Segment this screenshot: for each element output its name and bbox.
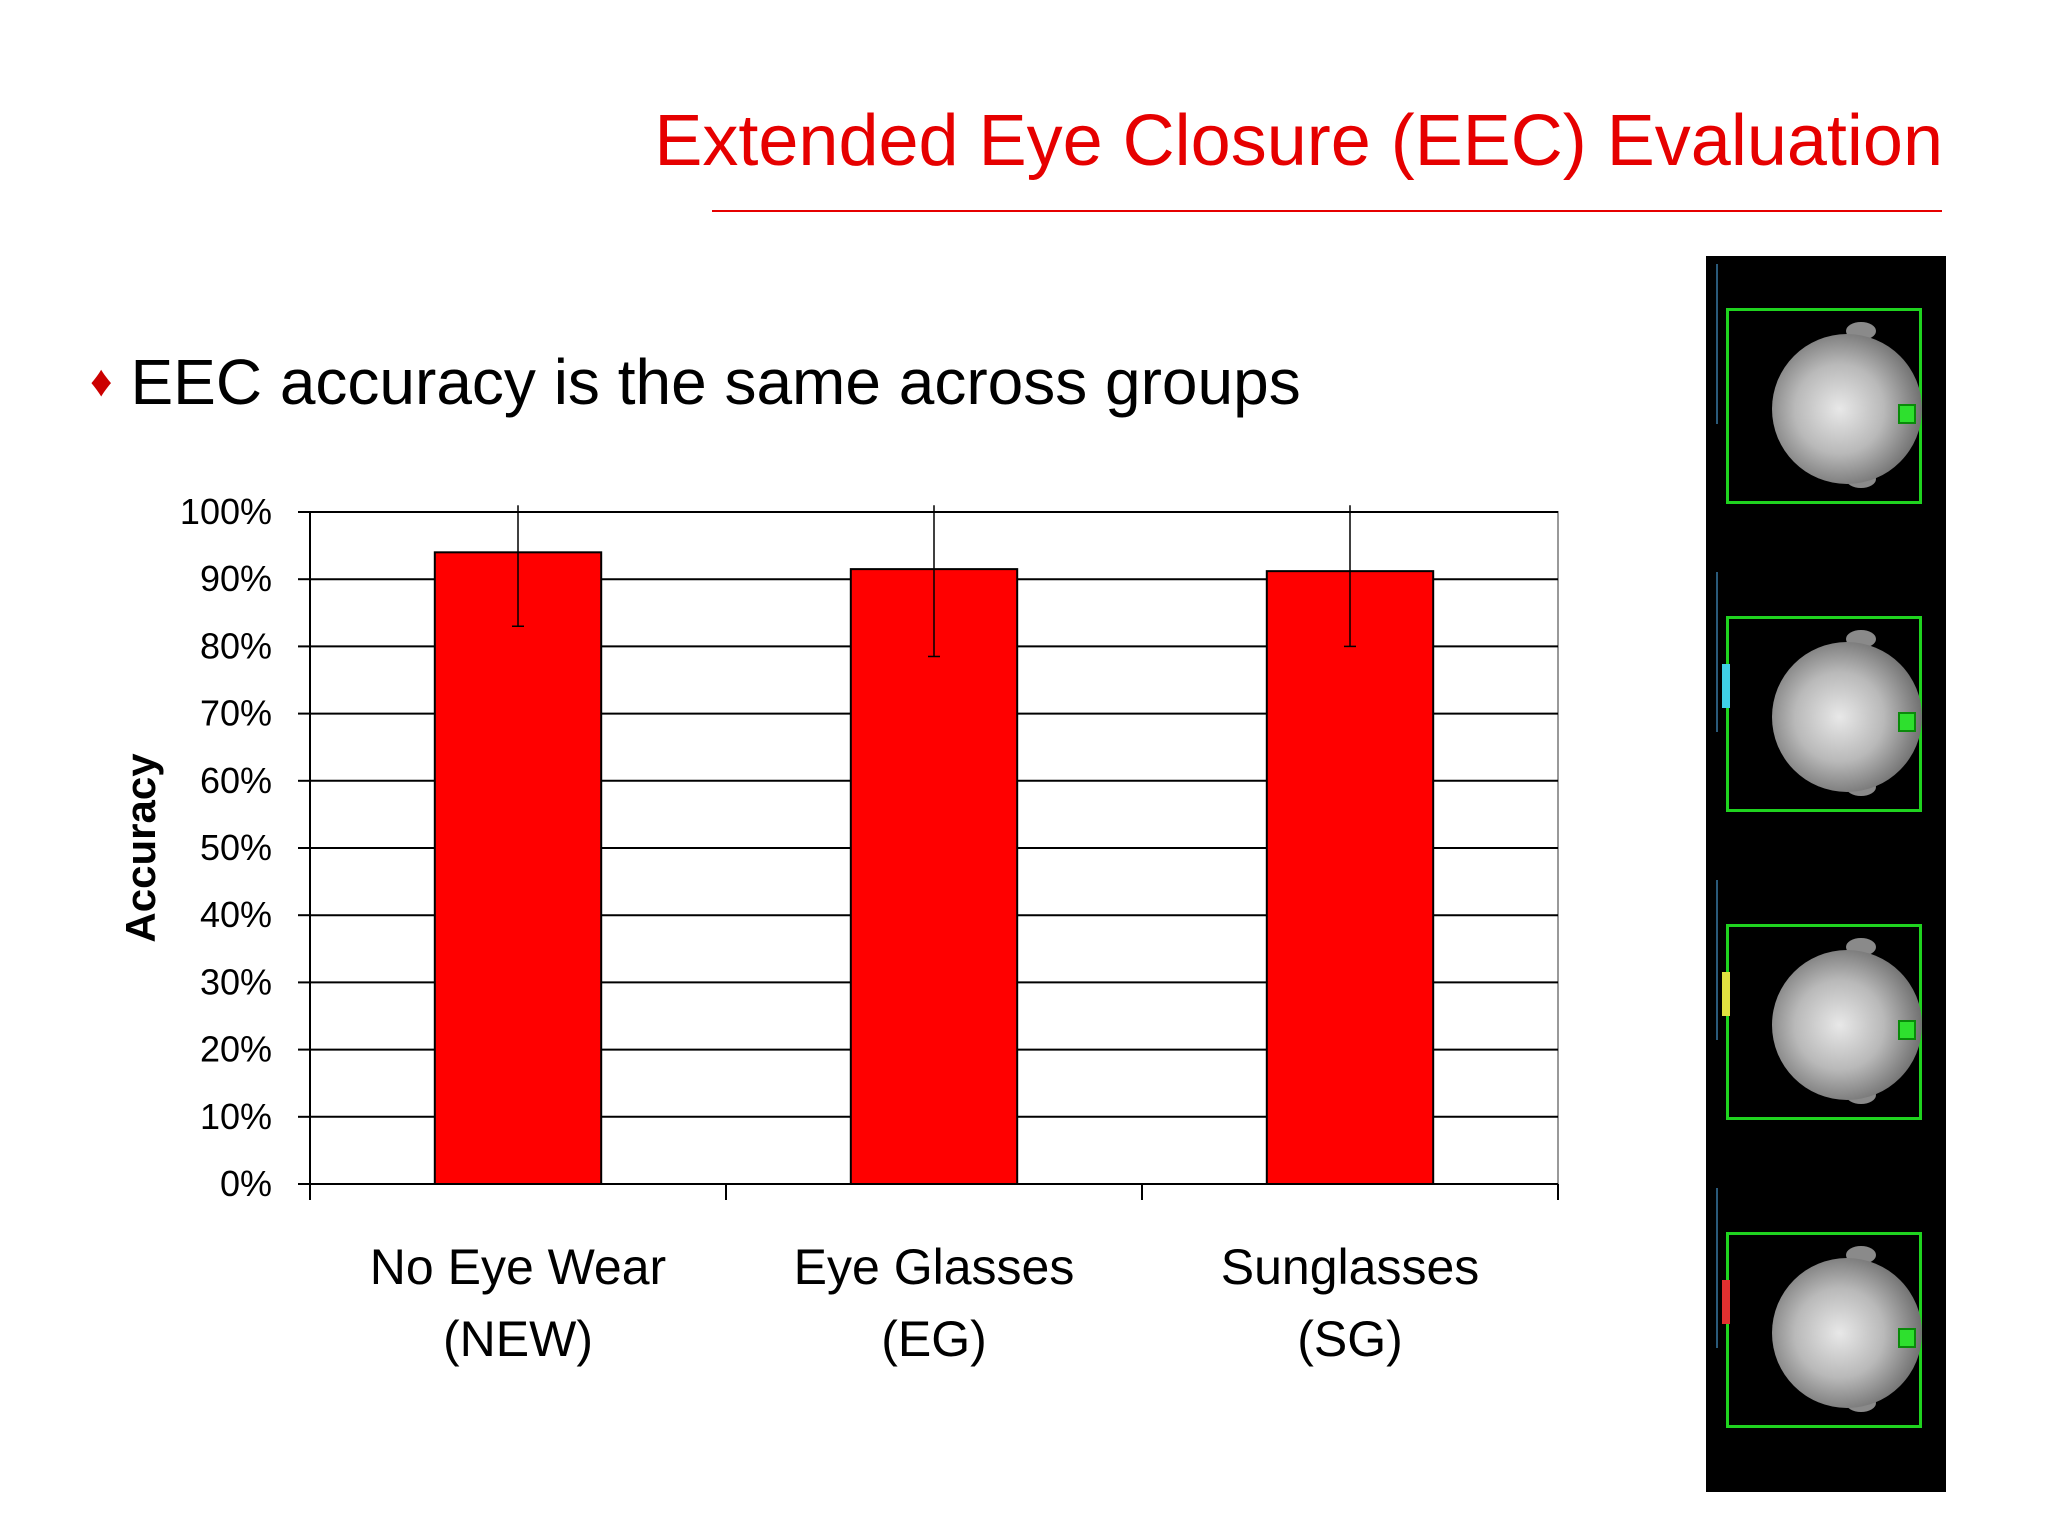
category-label: (NEW) [443, 1311, 593, 1367]
face-image-icon [1772, 1258, 1922, 1408]
eye-marker-icon [1898, 1328, 1916, 1348]
category-label: (SG) [1297, 1311, 1403, 1367]
face-image-icon [1772, 334, 1922, 484]
title-underline [712, 210, 1942, 212]
bar [849, 568, 1019, 1185]
y-tick-label: 100% [180, 491, 272, 532]
y-tick-label: 10% [200, 1096, 272, 1137]
category-label: Eye Glasses [794, 1239, 1075, 1295]
readout-indicator [1722, 972, 1730, 1016]
camera-frame [1706, 564, 1946, 864]
eye-marker-icon [1898, 404, 1916, 424]
bullet-point: ♦ EEC accuracy is the same across groups [90, 345, 1301, 419]
y-tick-label: 30% [200, 961, 272, 1002]
y-axis-title: Accuracy [117, 753, 164, 943]
readout-indicator [1722, 664, 1730, 708]
bullet-text: EEC accuracy is the same across groups [130, 346, 1301, 418]
bar [433, 551, 603, 1185]
y-tick-label: 70% [200, 693, 272, 734]
diamond-bullet-icon: ♦ [90, 357, 113, 406]
y-tick-label: 80% [200, 625, 272, 666]
category-label: Sunglasses [1221, 1239, 1480, 1295]
slide-title: Extended Eye Closure (EEC) Evaluation [654, 101, 1943, 181]
y-tick-label: 0% [220, 1163, 272, 1204]
face-image-icon [1772, 642, 1922, 792]
y-tick-label: 90% [200, 558, 272, 599]
readout-strip [1716, 880, 1734, 1040]
eye-marker-icon [1898, 712, 1916, 732]
camera-frame [1706, 256, 1946, 556]
y-tick-label: 40% [200, 894, 272, 935]
eye-tracking-filmstrip [1706, 256, 1946, 1492]
y-tick-label: 20% [200, 1029, 272, 1070]
readout-strip [1716, 572, 1734, 732]
face-image-icon [1772, 950, 1922, 1100]
eye-marker-icon [1898, 1020, 1916, 1040]
y-tick-label: 60% [200, 760, 272, 801]
category-label: No Eye Wear [370, 1239, 666, 1295]
readout-indicator [1722, 1280, 1730, 1324]
camera-frame [1706, 1180, 1946, 1480]
readout-strip [1716, 1188, 1734, 1348]
y-tick-label: 50% [200, 827, 272, 868]
bar [1265, 570, 1435, 1185]
readout-strip [1716, 264, 1734, 424]
camera-frame [1706, 872, 1946, 1172]
category-label: (EG) [881, 1311, 987, 1367]
